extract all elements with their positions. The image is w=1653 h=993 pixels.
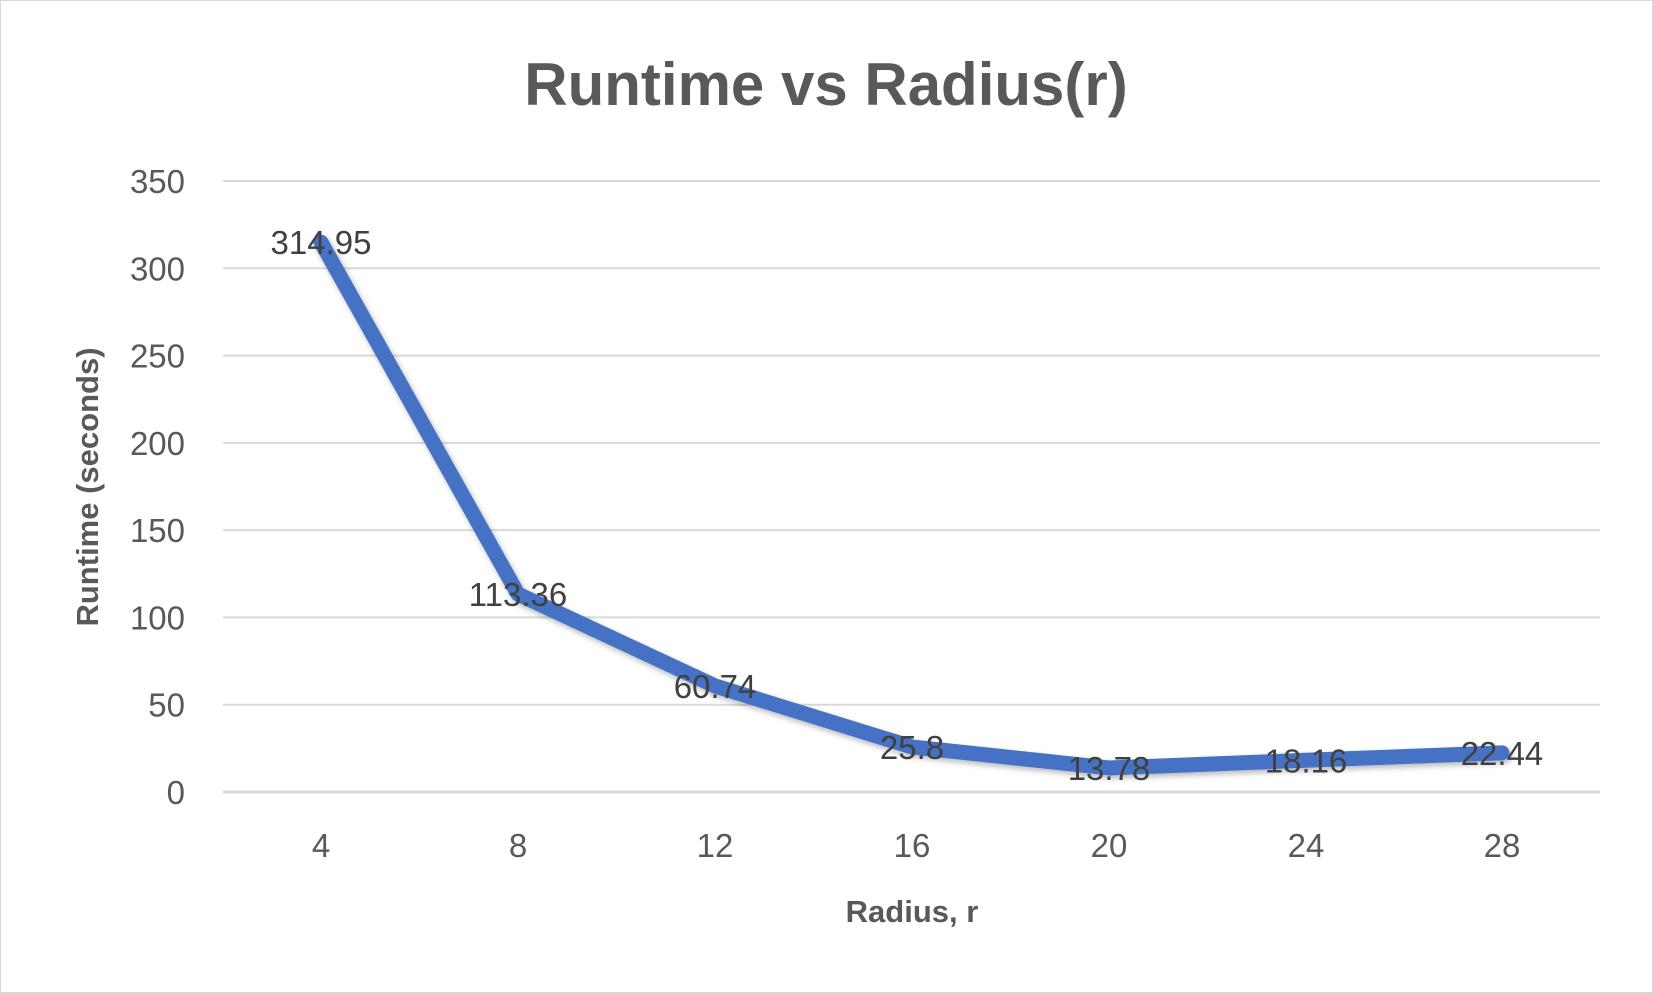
y-tick-label: 0	[167, 774, 185, 811]
x-tick-label: 8	[509, 827, 527, 864]
x-axis-ticks: 4 8 12 16 20 24 28	[312, 827, 1521, 864]
y-tick-label: 50	[148, 687, 185, 724]
y-tick-label: 250	[130, 338, 185, 375]
y-tick-label: 300	[130, 250, 185, 287]
y-axis-title: Runtime (seconds)	[70, 347, 105, 626]
data-label: 18.16	[1265, 742, 1348, 779]
y-axis-ticks: 0 50 100 150 200 250 300 350	[130, 163, 185, 811]
x-axis-title: Radius, r	[846, 894, 979, 929]
series-line	[313, 234, 1510, 776]
data-label: 113.36	[469, 576, 567, 613]
data-label: 314.95	[271, 224, 372, 261]
y-tick-label: 350	[130, 163, 185, 200]
data-label: 13.78	[1068, 750, 1151, 787]
x-tick-label: 28	[1484, 827, 1521, 864]
data-labels: 314.95 113.36 60.74 25.8 13.78 18.16 22.44	[271, 224, 1544, 787]
x-tick-label: 12	[697, 827, 734, 864]
x-tick-label: 24	[1288, 827, 1325, 864]
data-label: 25.8	[880, 729, 944, 766]
x-tick-label: 16	[894, 827, 931, 864]
data-label: 22.44	[1461, 735, 1544, 772]
y-tick-label: 150	[130, 512, 185, 549]
y-tick-label: 200	[130, 425, 185, 462]
chart-title: Runtime vs Radius(r)	[524, 51, 1127, 118]
x-tick-label: 4	[312, 827, 330, 864]
data-label: 60.74	[674, 668, 757, 705]
y-tick-label: 100	[130, 599, 185, 636]
x-tick-label: 20	[1091, 827, 1128, 864]
gridlines	[223, 180, 1600, 794]
